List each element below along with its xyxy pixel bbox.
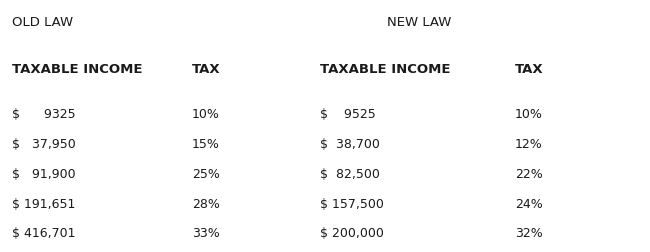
Text: NEW LAW: NEW LAW xyxy=(387,16,451,29)
Text: 10%: 10% xyxy=(192,108,220,121)
Text: TAXABLE INCOME: TAXABLE INCOME xyxy=(320,63,450,76)
Text: 12%: 12% xyxy=(515,138,543,151)
Text: $ 416,701: $ 416,701 xyxy=(12,227,75,240)
Text: TAXABLE INCOME: TAXABLE INCOME xyxy=(12,63,142,76)
Text: $      9325: $ 9325 xyxy=(12,108,75,121)
Text: $   91,900: $ 91,900 xyxy=(12,168,75,181)
Text: OLD LAW: OLD LAW xyxy=(12,16,73,29)
Text: 10%: 10% xyxy=(515,108,543,121)
Text: $ 191,651: $ 191,651 xyxy=(12,198,75,211)
Text: 22%: 22% xyxy=(515,168,543,181)
Text: $   37,950: $ 37,950 xyxy=(12,138,75,151)
Text: 24%: 24% xyxy=(515,198,543,211)
Text: $ 200,000: $ 200,000 xyxy=(320,227,384,240)
Text: $  38,700: $ 38,700 xyxy=(320,138,380,151)
Text: $ 157,500: $ 157,500 xyxy=(320,198,384,211)
Text: 32%: 32% xyxy=(515,227,543,240)
Text: 25%: 25% xyxy=(192,168,220,181)
Text: TAX: TAX xyxy=(515,63,543,76)
Text: $    9525: $ 9525 xyxy=(320,108,376,121)
Text: 15%: 15% xyxy=(192,138,220,151)
Text: 33%: 33% xyxy=(192,227,220,240)
Text: 28%: 28% xyxy=(192,198,220,211)
Text: $  82,500: $ 82,500 xyxy=(320,168,380,181)
Text: TAX: TAX xyxy=(192,63,220,76)
